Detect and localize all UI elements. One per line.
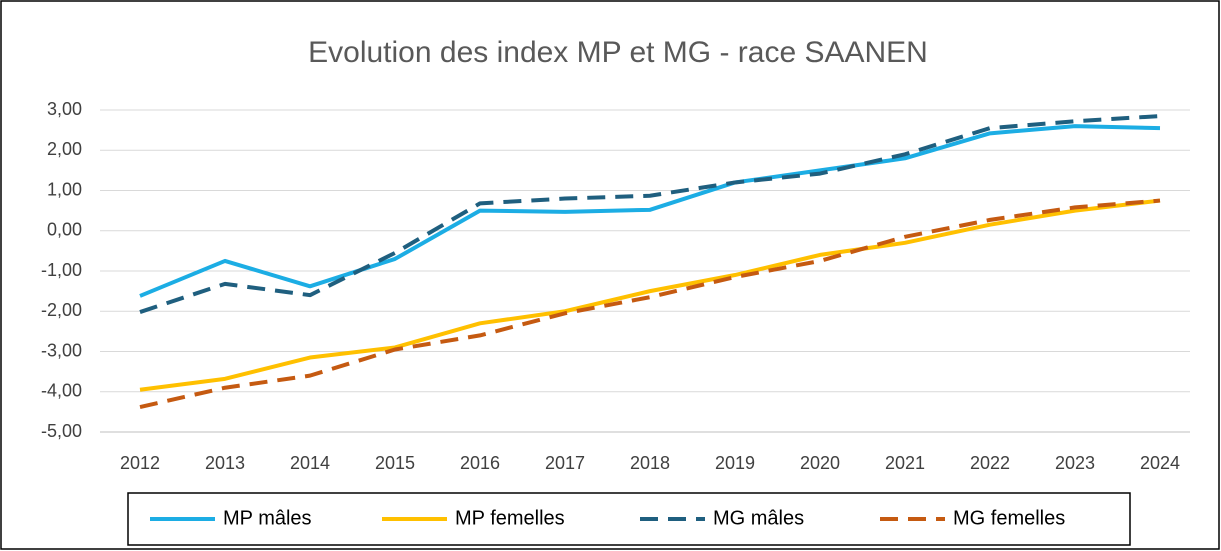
- series-line: [139, 114, 1161, 314]
- x-tick-label: 2013: [205, 453, 245, 473]
- y-tick-label: -2,00: [41, 300, 82, 320]
- x-tick-label: 2018: [630, 453, 670, 473]
- y-tick-label: -4,00: [41, 381, 82, 401]
- legend-label: MP femelles: [455, 507, 565, 529]
- y-tick-label: -5,00: [41, 421, 82, 441]
- y-tick-label: 0,00: [47, 220, 82, 240]
- series-line: [139, 124, 1161, 298]
- y-tick-label: -3,00: [41, 340, 82, 360]
- x-tick-label: 2024: [1140, 453, 1180, 473]
- x-tick-label: 2017: [545, 453, 585, 473]
- x-tick-label: 2016: [460, 453, 500, 473]
- x-tick-label: 2019: [715, 453, 755, 473]
- y-tick-label: 2,00: [47, 139, 82, 159]
- y-tick-label: 1,00: [47, 179, 82, 199]
- x-tick-label: 2023: [1055, 453, 1095, 473]
- x-tick-label: 2015: [375, 453, 415, 473]
- x-tick-label: 2020: [800, 453, 840, 473]
- legend-box: [127, 492, 1131, 546]
- chart-title: Evolution des index MP et MG - race SAAN…: [308, 36, 928, 69]
- y-tick-label: -1,00: [41, 260, 82, 280]
- x-tick-label: 2012: [120, 453, 160, 473]
- x-tick-label: 2021: [885, 453, 925, 473]
- y-tick-label: 3,00: [47, 99, 82, 119]
- x-tick-label: 2022: [970, 453, 1010, 473]
- series-line: [139, 198, 1161, 392]
- series-line: [139, 198, 1161, 409]
- legend-label: MG femelles: [953, 507, 1065, 529]
- x-tick-label: 2014: [290, 453, 330, 473]
- legend-label: MP mâles: [223, 507, 312, 529]
- legend-label: MG mâles: [713, 507, 804, 529]
